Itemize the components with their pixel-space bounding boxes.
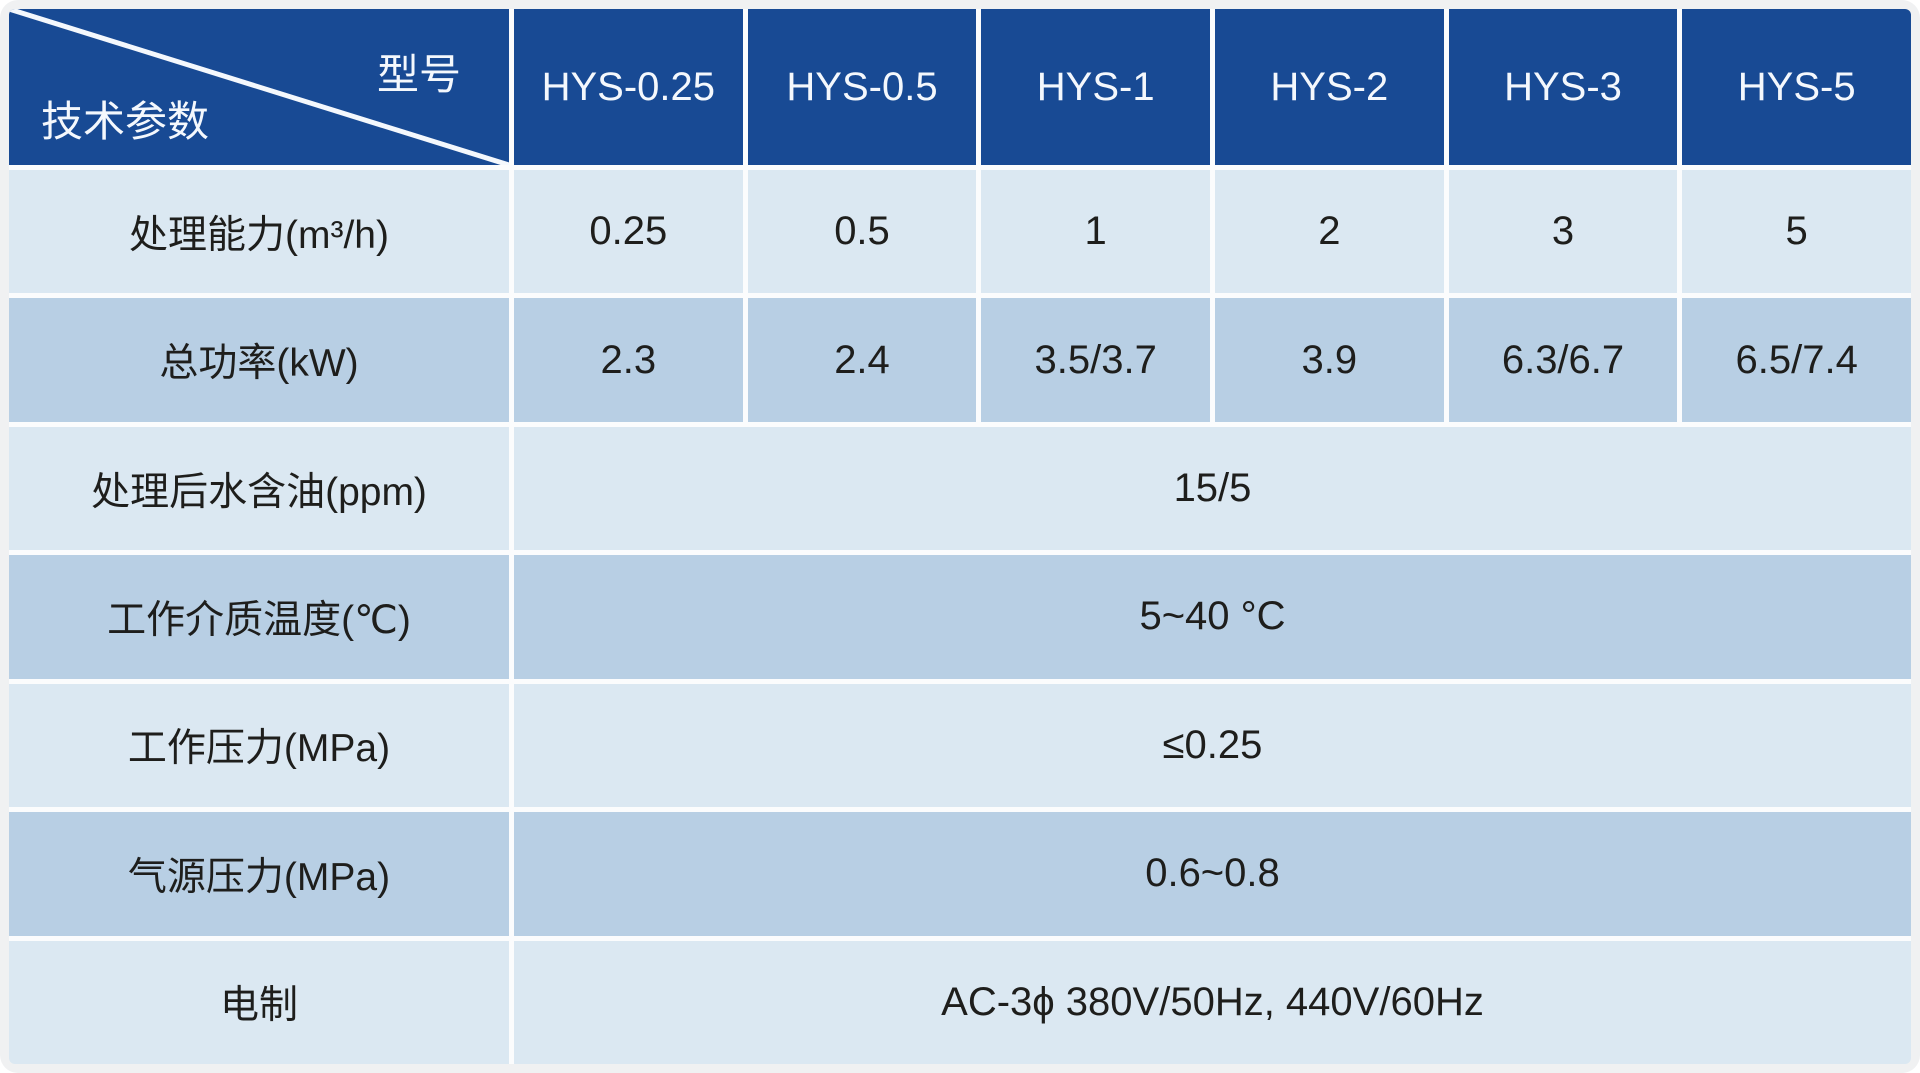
column-header-hys-3: HYS-3 — [1448, 9, 1678, 165]
row-label-working-pressure: 工作压力(MPa) — [9, 683, 509, 808]
row-label-electrical-system: 电制 — [9, 940, 509, 1064]
cell-electrical-system-merged: AC-3ϕ 380V/50Hz, 440V/60Hz — [514, 940, 1911, 1064]
technical-parameters-table: 型号 技术参数 HYS-0.25 HYS-0.5 HYS-1 HYS-2 HYS… — [9, 9, 1911, 1064]
row-label-oil-content: 处理后水含油(ppm) — [9, 426, 509, 551]
row-label-medium-temperature: 工作介质温度(℃) — [9, 555, 509, 679]
cell-working-pressure-merged: ≤0.25 — [514, 683, 1911, 808]
corner-model-label: 型号 — [376, 51, 461, 98]
cell-power-hys-3: 6.3/6.7 — [1448, 298, 1678, 422]
cell-power-hys-1: 3.5/3.7 — [981, 298, 1210, 422]
cell-power-hys-2: 3.9 — [1215, 298, 1444, 422]
cell-capacity-hys-5: 5 — [1682, 170, 1911, 294]
cell-capacity-hys-2: 2 — [1215, 170, 1444, 294]
column-header-hys-1: HYS-1 — [981, 9, 1210, 165]
cell-power-hys-5: 6.5/7.4 — [1682, 298, 1911, 422]
corner-param-label: 技术参数 — [41, 98, 210, 145]
row-label-power: 总功率(kW) — [9, 298, 509, 422]
column-header-hys-2: HYS-2 — [1215, 9, 1444, 165]
cell-oil-content-merged: 15/5 — [514, 426, 1911, 551]
cell-capacity-hys-1: 1 — [981, 170, 1210, 294]
row-label-capacity: 处理能力(m³/h) — [9, 170, 509, 294]
column-header-hys-0-25: HYS-0.25 — [514, 9, 743, 165]
cell-medium-temperature-merged: 5~40 °C — [514, 555, 1911, 679]
cell-capacity-hys-0-5: 0.5 — [747, 170, 977, 294]
diagonal-line — [9, 9, 509, 165]
column-header-hys-5: HYS-5 — [1682, 9, 1911, 165]
corner-header-cell: 型号 技术参数 — [9, 9, 509, 165]
cell-capacity-hys-3: 3 — [1448, 170, 1678, 294]
column-header-hys-0-5: HYS-0.5 — [747, 9, 977, 165]
cell-power-hys-0-25: 2.3 — [514, 298, 743, 422]
cell-air-pressure-merged: 0.6~0.8 — [514, 812, 1911, 936]
cell-power-hys-0-5: 2.4 — [747, 298, 977, 422]
cell-capacity-hys-0-25: 0.25 — [514, 170, 743, 294]
row-label-air-pressure: 气源压力(MPa) — [9, 812, 509, 936]
